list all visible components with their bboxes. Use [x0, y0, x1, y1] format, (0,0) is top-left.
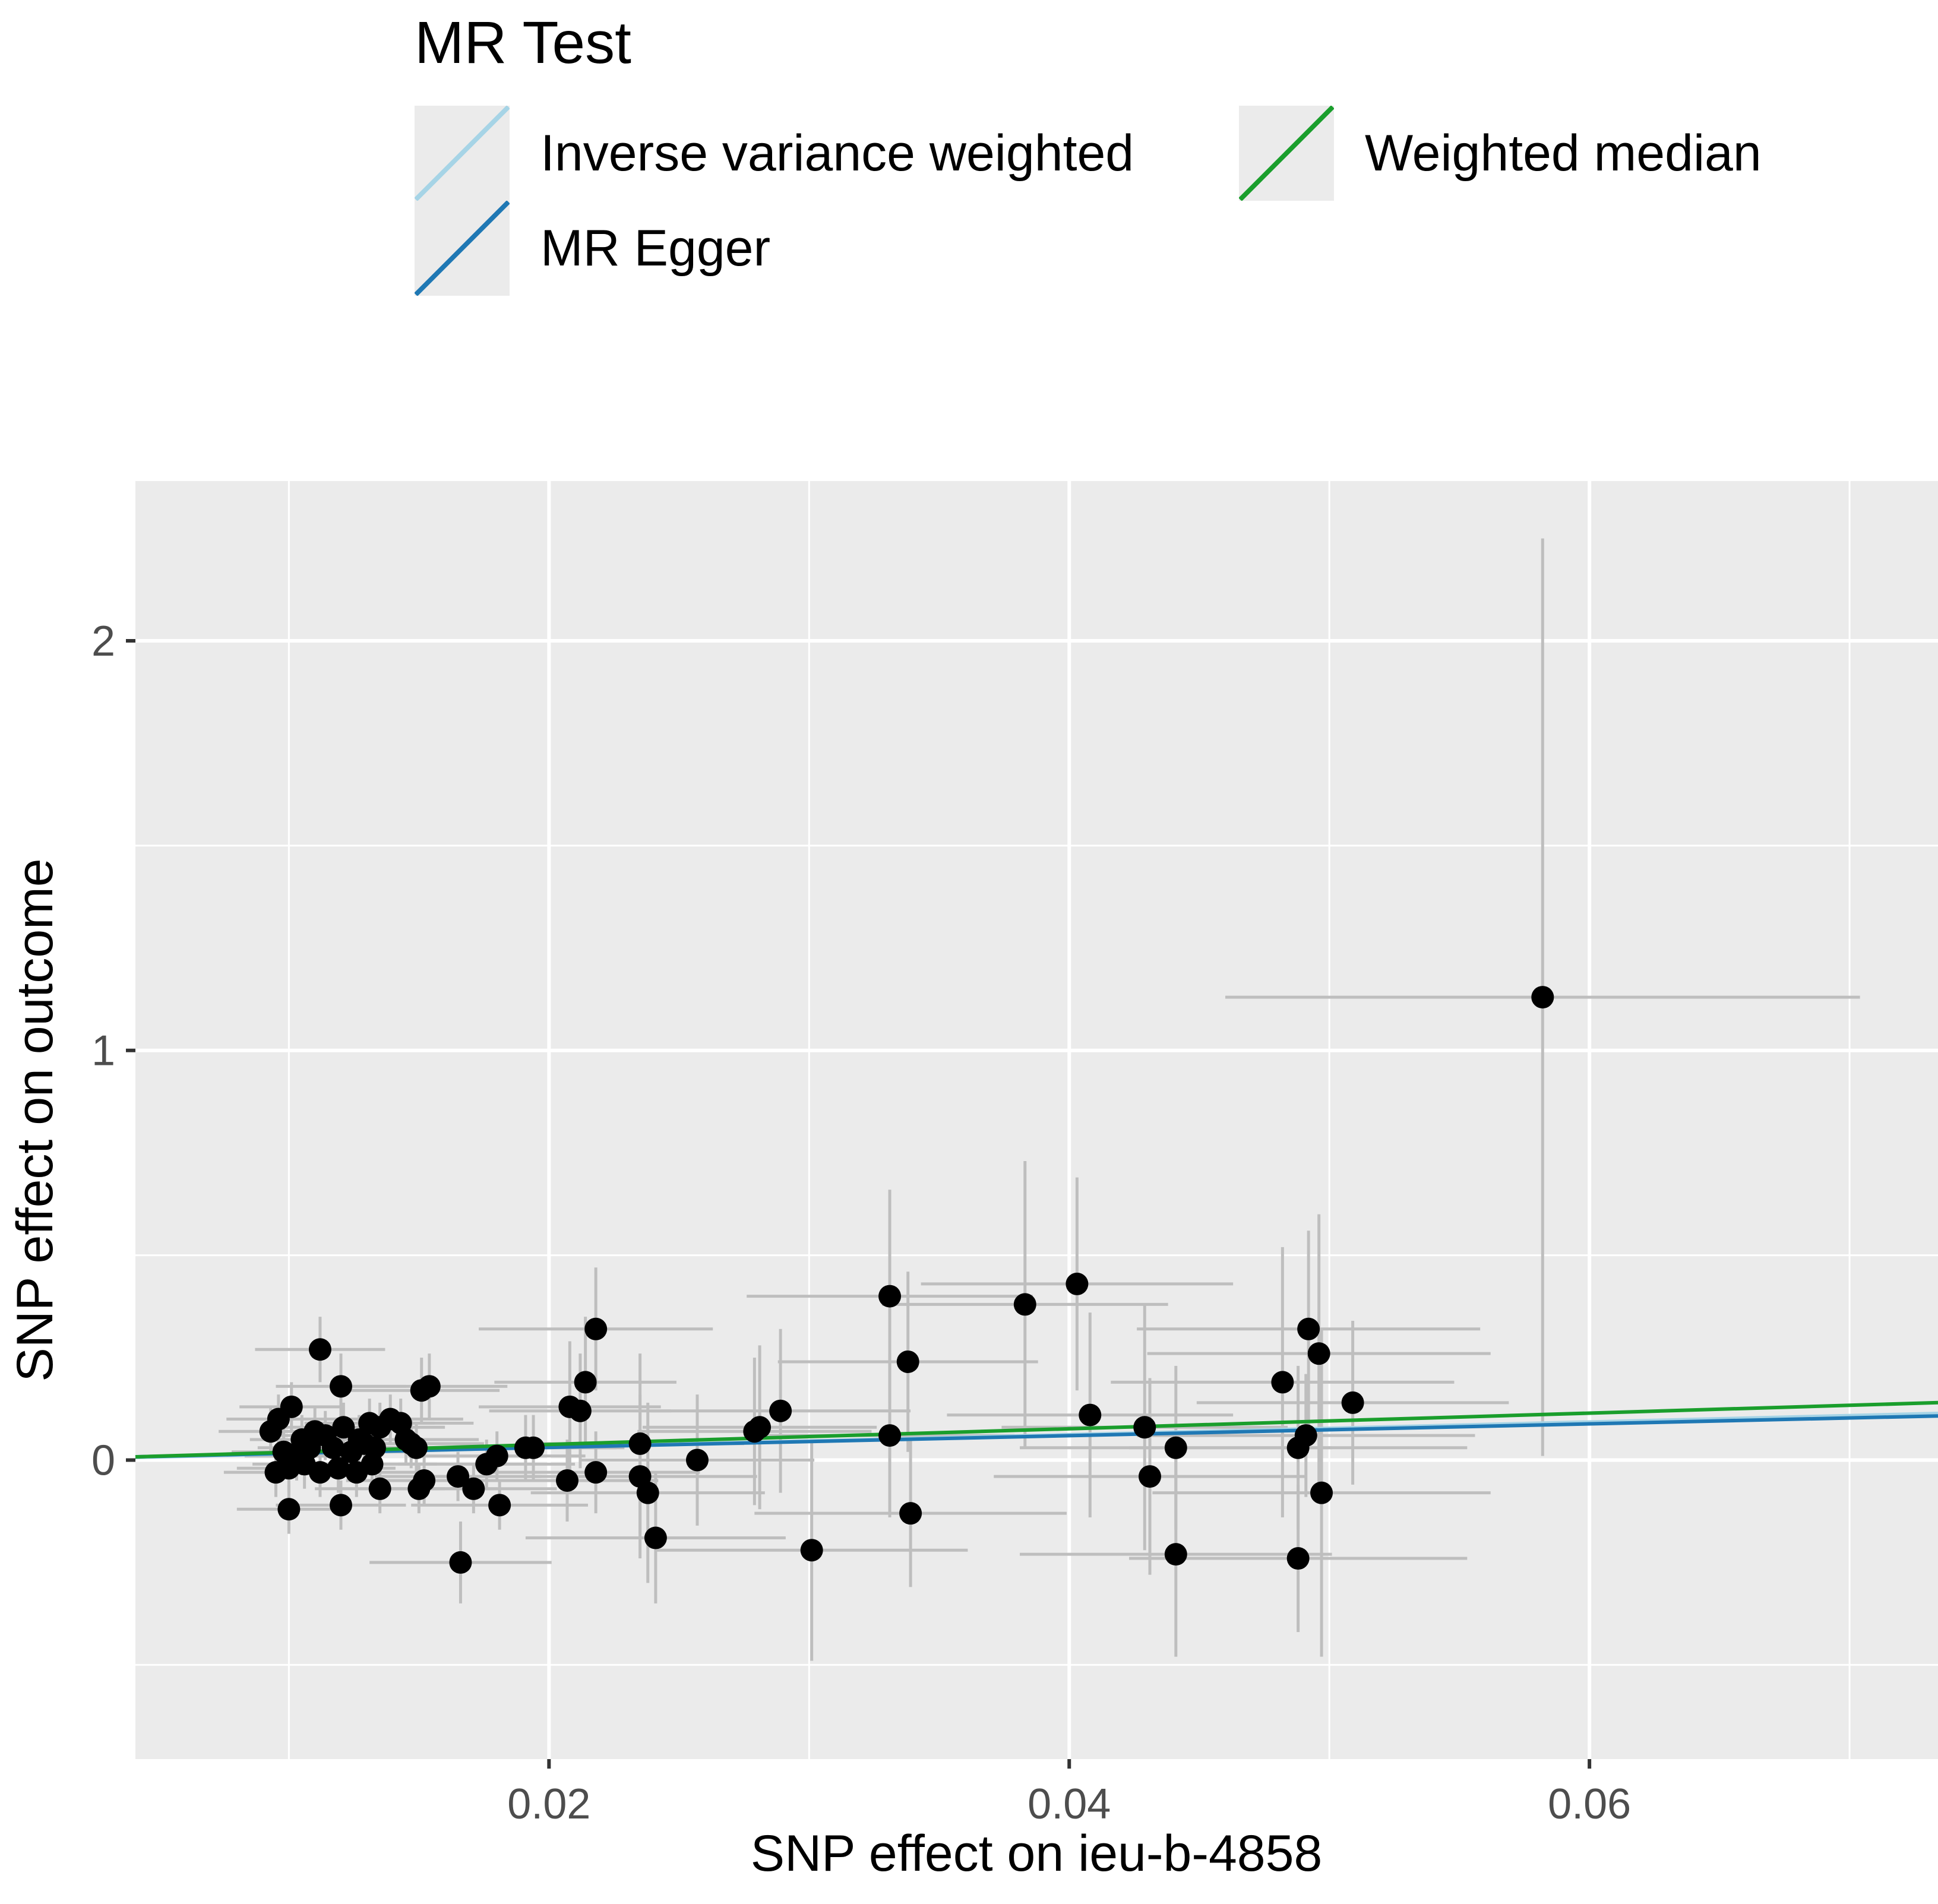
y-tick-label: 0 — [91, 1437, 115, 1484]
data-point — [743, 1420, 766, 1443]
data-point — [1307, 1342, 1330, 1365]
x-tick-label: 0.02 — [507, 1780, 590, 1828]
data-point — [896, 1350, 919, 1373]
data-point — [1079, 1403, 1102, 1427]
major-gridlines — [135, 481, 1938, 1759]
data-point — [769, 1399, 792, 1422]
data-point — [277, 1498, 301, 1521]
data-point — [308, 1338, 331, 1361]
x-tick-label: 0.06 — [1548, 1780, 1631, 1828]
data-point — [449, 1551, 472, 1574]
axis-ticks: 0.02 0.04 0.06 0 1 2 — [91, 618, 1631, 1828]
data-point — [1297, 1317, 1320, 1340]
data-point — [628, 1432, 652, 1455]
data-point — [800, 1539, 823, 1562]
data-point — [584, 1317, 608, 1340]
data-point — [447, 1465, 470, 1488]
fit-line — [135, 1400, 1938, 1459]
data-point — [329, 1494, 352, 1517]
minor-gridlines — [135, 481, 1938, 1759]
legend-key-weighted-median — [1239, 106, 1334, 201]
y-tick-label: 2 — [91, 618, 115, 665]
data-point — [1133, 1416, 1156, 1439]
x-tick-label: 0.04 — [1028, 1780, 1111, 1828]
data-point — [685, 1448, 709, 1472]
data-point — [584, 1461, 608, 1484]
data-point — [1164, 1436, 1187, 1459]
data-point — [327, 1457, 350, 1480]
data-point — [555, 1469, 578, 1492]
data-point — [899, 1502, 922, 1525]
data-point — [1066, 1272, 1089, 1295]
legend-title: MR Test — [415, 10, 631, 76]
data-point — [329, 1375, 352, 1398]
data-point — [404, 1436, 428, 1459]
data-point — [636, 1481, 659, 1504]
data-point — [418, 1375, 441, 1398]
data-point — [259, 1420, 282, 1443]
data-point — [485, 1444, 508, 1467]
legend-label-egger: MR Egger — [540, 220, 771, 277]
data-point — [1139, 1465, 1162, 1488]
data-point — [1531, 986, 1554, 1009]
data-point — [568, 1399, 592, 1422]
legend-item-egger: MR Egger — [415, 201, 770, 296]
legend-label-weighted-median: Weighted median — [1365, 125, 1762, 182]
data-point — [514, 1436, 537, 1459]
data-point — [1271, 1371, 1294, 1394]
legend-line-egger — [415, 201, 510, 296]
legend-item-weighted-median: Weighted median — [1239, 106, 1762, 201]
data-point — [1310, 1481, 1333, 1504]
data-point — [308, 1461, 331, 1484]
data-point — [644, 1526, 667, 1549]
data-point — [1294, 1424, 1317, 1447]
plot-panel — [135, 481, 1938, 1759]
fit-lines — [135, 1400, 1938, 1460]
y-tick-label: 1 — [91, 1027, 115, 1075]
data-point — [878, 1424, 902, 1447]
legend-key-ivw — [415, 106, 510, 201]
data-point — [878, 1285, 902, 1308]
data-point — [574, 1371, 597, 1394]
data-point — [462, 1477, 485, 1500]
data-point — [1341, 1391, 1364, 1414]
data-point — [413, 1469, 436, 1492]
data-point — [488, 1494, 511, 1517]
legend-item-ivw: Inverse variance weighted — [415, 106, 1134, 201]
data-point — [1286, 1547, 1310, 1570]
data-points — [259, 986, 1554, 1574]
data-point — [361, 1453, 384, 1476]
legend-label-ivw: Inverse variance weighted — [540, 125, 1134, 182]
data-point — [1013, 1293, 1036, 1316]
x-axis-label: SNP effect on ieu-b-4858 — [751, 1825, 1323, 1882]
legend-key-egger — [415, 201, 510, 296]
legend-line-ivw — [415, 106, 510, 201]
data-point — [368, 1477, 391, 1500]
data-point — [321, 1436, 344, 1459]
data-point — [1164, 1543, 1187, 1566]
y-axis-label: SNP effect on outcome — [7, 858, 64, 1381]
data-point — [332, 1416, 355, 1439]
fit-line — [135, 1414, 1938, 1459]
legend-line-weighted-median — [1239, 106, 1334, 201]
